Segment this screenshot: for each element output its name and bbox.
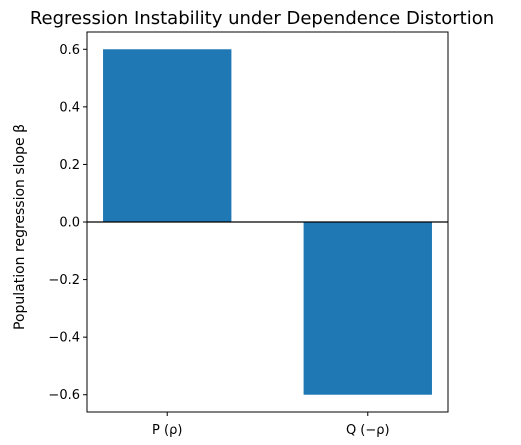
y-tick-label: 0.0	[59, 216, 80, 231]
y-tick-label: 0.6	[59, 43, 80, 58]
chart-title: Regression Instability under Dependence …	[30, 8, 494, 29]
x-tick-label: Q (−ρ)	[346, 423, 390, 438]
y-tick-label: 0.4	[59, 100, 80, 115]
bar-1	[303, 222, 432, 395]
y-tick-label: −0.2	[48, 273, 80, 288]
plot-area: 0.6 0.4 0.2 0.0 −0.2 −0.4 −0.6 P (ρ) Q (−ρ)	[48, 31, 449, 438]
y-tick-label: −0.6	[48, 388, 80, 403]
y-tick-label: −0.4	[48, 331, 80, 346]
x-tick-label: P (ρ)	[152, 423, 182, 438]
y-tick-label: 0.2	[59, 158, 80, 173]
bar-0	[103, 49, 232, 222]
y-axis-label: Population regression slope β	[12, 124, 28, 330]
